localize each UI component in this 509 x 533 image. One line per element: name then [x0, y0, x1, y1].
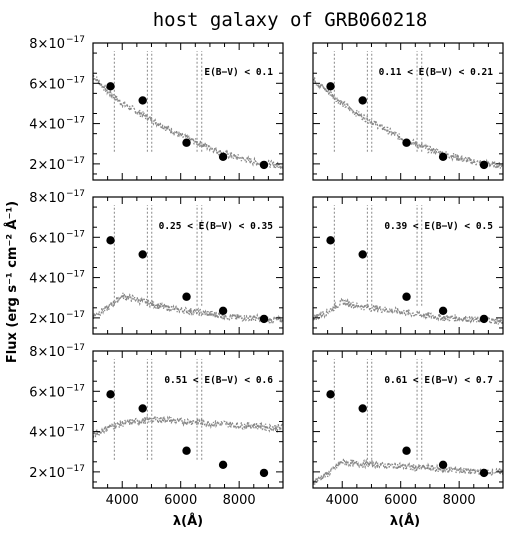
- panel-4: 0.39 < E(B−V) < 0.5: [312, 196, 504, 335]
- panel-1: 2×10 −174×10 −176×10 −178×10 −17E(B−V) < 0.1: [29, 35, 284, 181]
- panel-2: 0.11 < E(B−V) < 0.21: [312, 42, 504, 181]
- data-point: [106, 82, 115, 91]
- y-tick-label: 8×10: [29, 191, 65, 206]
- panel-frame: [92, 350, 284, 489]
- data-point: [358, 96, 367, 105]
- panel-label: 0.51 < E(B−V) < 0.6: [164, 375, 273, 386]
- x-axis-label-right: λ(Å): [390, 513, 420, 529]
- data-point: [479, 314, 489, 324]
- panel-label: 0.39 < E(B−V) < 0.5: [384, 221, 493, 232]
- y-tick-exponent: −17: [66, 35, 85, 45]
- data-point: [106, 390, 115, 399]
- y-tick-label: 4×10: [29, 272, 65, 287]
- y-axis-label: Flux (erg s⁻¹ cm⁻² Å⁻¹): [4, 201, 20, 363]
- y-tick-label: 4×10: [29, 118, 65, 133]
- data-point: [259, 160, 269, 170]
- data-point: [479, 468, 489, 478]
- y-tick-label: 8×10: [29, 37, 65, 52]
- y-tick-exponent: −17: [66, 383, 85, 393]
- panel-6: 4000 6000 8000 0.61 < E(B−V) < 0.7: [312, 350, 504, 508]
- data-point: [402, 446, 411, 455]
- y-tick-label: 2×10: [29, 466, 65, 481]
- data-point: [358, 250, 367, 259]
- spectrum-line: [312, 297, 504, 327]
- y-tick-label: 6×10: [29, 231, 65, 246]
- panel-grid: 2×10 −174×10 −176×10 −178×10 −17E(B−V) < 0.1…: [29, 35, 504, 508]
- y-tick-exponent: −17: [66, 116, 85, 126]
- data-point: [479, 160, 489, 170]
- y-tick-exponent: −17: [66, 75, 85, 85]
- data-point: [438, 460, 448, 470]
- panel-frame: [92, 196, 284, 335]
- y-tick-label: 8×10: [29, 345, 65, 360]
- panel-label: 0.25 < E(B−V) < 0.35: [159, 221, 274, 232]
- panel-frame: [312, 196, 504, 335]
- data-point: [138, 250, 147, 259]
- data-point: [182, 292, 191, 301]
- spectrum-line: [312, 77, 504, 171]
- data-point: [438, 152, 448, 162]
- y-tick-exponent: −17: [66, 156, 85, 166]
- spectrum-line: [92, 74, 284, 171]
- y-tick-exponent: −17: [66, 464, 85, 474]
- spectrum-line: [92, 292, 284, 325]
- y-tick-label: 2×10: [29, 312, 65, 327]
- x-tick-label: 4000: [326, 493, 359, 508]
- y-tick-label: 2×10: [29, 158, 65, 173]
- data-point: [402, 292, 411, 301]
- x-tick-label: 8000: [443, 493, 476, 508]
- panel-label: 0.11 < E(B−V) < 0.21: [379, 67, 494, 78]
- y-tick-exponent: −17: [66, 229, 85, 239]
- chart-title: host galaxy of GRB060218: [153, 9, 428, 31]
- y-tick-label: 6×10: [29, 385, 65, 400]
- panel-frame: [92, 42, 284, 181]
- x-tick-label: 6000: [164, 493, 197, 508]
- panel-label: E(B−V) < 0.1: [204, 67, 273, 78]
- panel-label: 0.61 < E(B−V) < 0.7: [384, 375, 493, 386]
- data-point: [438, 306, 448, 316]
- data-point: [259, 314, 269, 324]
- data-point: [138, 404, 147, 413]
- y-tick-exponent: −17: [66, 189, 85, 199]
- x-tick-label: 4000: [106, 493, 139, 508]
- data-point: [218, 306, 228, 316]
- data-point: [326, 236, 335, 245]
- data-point: [182, 138, 191, 147]
- y-tick-exponent: −17: [66, 343, 85, 353]
- spectrum-line: [92, 414, 284, 439]
- x-tick-label: 6000: [384, 493, 417, 508]
- data-point: [138, 96, 147, 105]
- y-tick-exponent: −17: [66, 310, 85, 320]
- data-point: [326, 390, 335, 399]
- y-tick-exponent: −17: [66, 270, 85, 280]
- data-point: [259, 468, 269, 478]
- x-tick-label: 8000: [223, 493, 256, 508]
- data-point: [106, 236, 115, 245]
- x-axis-label-left: λ(Å): [173, 513, 203, 529]
- y-tick-label: 6×10: [29, 77, 65, 92]
- data-point: [326, 82, 335, 91]
- panel-frame: [312, 42, 504, 181]
- y-tick-label: 4×10: [29, 426, 65, 441]
- y-tick-exponent: −17: [66, 424, 85, 434]
- data-point: [402, 138, 411, 147]
- panel-frame: [312, 350, 504, 489]
- panel-3: 2×10 −174×10 −176×10 −178×10 −170.25 < E(B−V…: [29, 189, 284, 335]
- data-point: [218, 460, 228, 470]
- data-point: [182, 446, 191, 455]
- data-point: [218, 152, 228, 162]
- data-point: [358, 404, 367, 413]
- spectrum-line: [312, 456, 504, 485]
